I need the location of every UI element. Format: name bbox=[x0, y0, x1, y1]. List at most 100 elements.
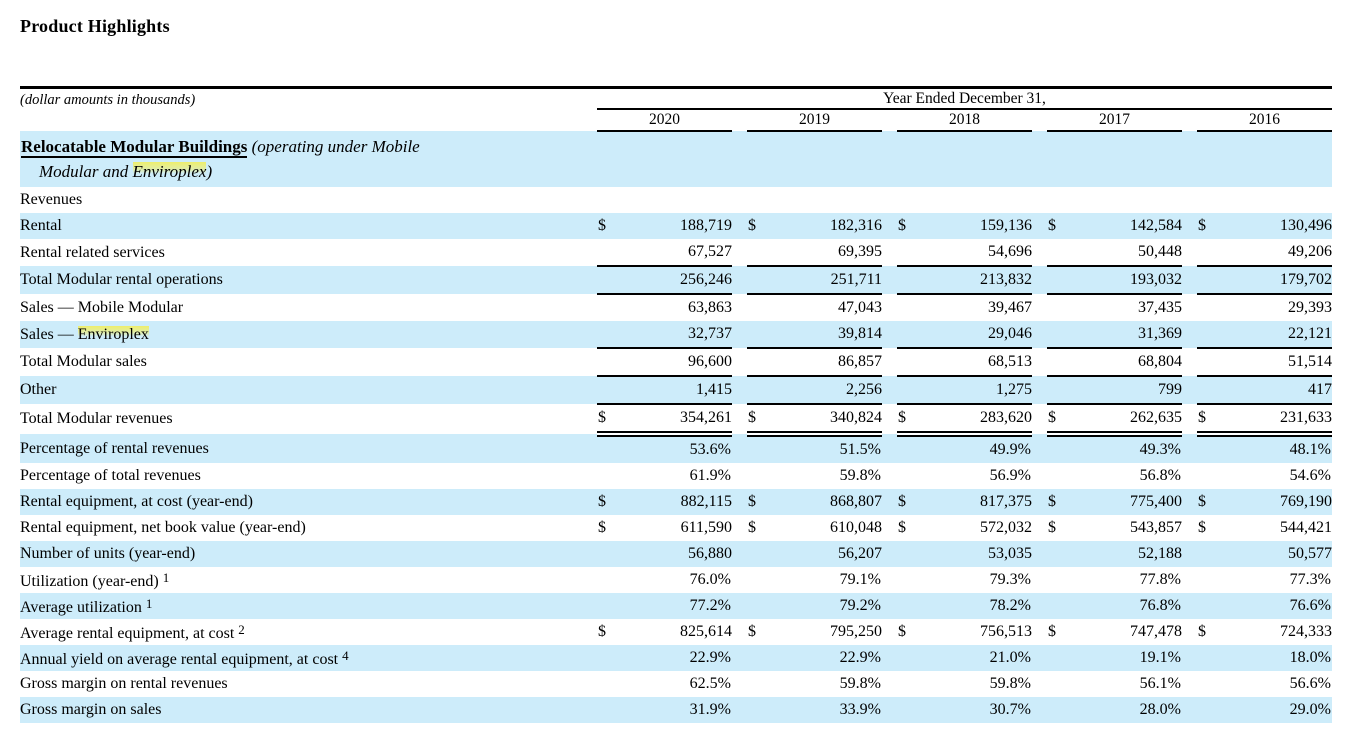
value-cell: 799 bbox=[1047, 376, 1182, 405]
value-text: 882,115 bbox=[680, 493, 732, 510]
section-title-cell: Relocatable Modular Buildings (operating… bbox=[20, 131, 1332, 187]
value-text: 795,250 bbox=[830, 623, 882, 640]
value-text: 130,496 bbox=[1280, 217, 1332, 234]
value-cell: 28.0% bbox=[1047, 697, 1182, 723]
value-cell: $769,190 bbox=[1197, 489, 1332, 515]
value-text: 49.3% bbox=[1139, 441, 1181, 458]
column-gap bbox=[1182, 376, 1197, 404]
column-gap bbox=[882, 376, 897, 404]
value-cell: 54.6% bbox=[1197, 463, 1332, 489]
value-cell: 68,804 bbox=[1047, 348, 1182, 377]
dollar-sign: $ bbox=[748, 217, 756, 234]
column-gap bbox=[1182, 697, 1197, 723]
value-cell: 54,696 bbox=[897, 239, 1032, 267]
value-text: 22.9% bbox=[839, 649, 881, 666]
value-cell: 59.8% bbox=[747, 671, 882, 697]
column-gap bbox=[1032, 515, 1047, 541]
value-cell: $572,032 bbox=[897, 515, 1032, 541]
value-text: 2,256 bbox=[846, 381, 882, 398]
value-text: 28.0% bbox=[1139, 701, 1181, 718]
value-text: 54.6% bbox=[1289, 467, 1331, 484]
column-gap bbox=[882, 541, 897, 567]
column-gap bbox=[732, 463, 747, 489]
value-text: 825,614 bbox=[680, 623, 732, 640]
value-text: 78.2% bbox=[989, 597, 1031, 614]
value-cell: 22.9% bbox=[747, 645, 882, 671]
dollar-sign: $ bbox=[1048, 493, 1056, 510]
value-text: 756,513 bbox=[980, 623, 1032, 640]
dollar-sign: $ bbox=[1198, 623, 1206, 640]
value-text: 56.1% bbox=[1139, 675, 1181, 692]
value-cell: 56.9% bbox=[897, 463, 1032, 489]
year-header-2018: 2018 bbox=[897, 109, 1032, 132]
column-gap bbox=[732, 376, 747, 404]
dollar-sign: $ bbox=[598, 217, 606, 234]
dollar-sign: $ bbox=[748, 409, 756, 426]
value-cell: 77.2% bbox=[597, 593, 732, 619]
row-label: Rental related services bbox=[20, 243, 165, 261]
column-gap bbox=[732, 619, 747, 645]
value-text: 544,421 bbox=[1280, 519, 1332, 536]
value-text: 193,032 bbox=[1130, 271, 1182, 288]
section-title-italic: (operating under Mobile bbox=[247, 137, 420, 156]
value-text: 188,719 bbox=[680, 217, 732, 234]
column-gap bbox=[882, 109, 897, 131]
value-cell bbox=[1047, 187, 1182, 213]
column-gap bbox=[1182, 294, 1197, 321]
value-text: 56,880 bbox=[688, 545, 732, 562]
value-cell: $543,857 bbox=[1047, 515, 1182, 541]
dollar-sign: $ bbox=[1048, 519, 1056, 536]
value-cell bbox=[747, 187, 882, 213]
column-gap bbox=[1182, 266, 1197, 294]
value-cell: $231,633 bbox=[1197, 404, 1332, 437]
section-title-italic2: Modular and bbox=[39, 162, 133, 181]
value-cell: 33.9% bbox=[747, 697, 882, 723]
value-text: 79.3% bbox=[989, 571, 1031, 588]
dollar-sign: $ bbox=[898, 519, 906, 536]
page-title: Product Highlights bbox=[20, 16, 170, 36]
value-cell: 29,046 bbox=[897, 321, 1032, 349]
value-text: 62.5% bbox=[689, 675, 731, 692]
value-cell: $817,375 bbox=[897, 489, 1032, 515]
value-cell: 31.9% bbox=[597, 697, 732, 723]
column-gap bbox=[1032, 213, 1047, 239]
value-text: 50,577 bbox=[1288, 545, 1332, 562]
footnote-ref: 4 bbox=[342, 647, 349, 663]
dollar-sign: $ bbox=[598, 409, 606, 426]
value-text: 611,590 bbox=[680, 519, 732, 536]
value-cell: $340,824 bbox=[747, 404, 882, 437]
value-cell: 29.0% bbox=[1197, 697, 1332, 723]
value-text: 340,824 bbox=[830, 409, 882, 426]
dollar-sign: $ bbox=[1048, 409, 1056, 426]
value-text: 775,400 bbox=[1130, 493, 1182, 510]
column-gap bbox=[882, 593, 897, 619]
dollar-sign: $ bbox=[898, 409, 906, 426]
value-text: 159,136 bbox=[980, 217, 1032, 234]
column-gap bbox=[1032, 434, 1047, 463]
table-row: Rental equipment, net book value (year-e… bbox=[20, 515, 1332, 541]
row-label: Average rental equipment, at cost 2 bbox=[20, 621, 245, 642]
value-text: 1,275 bbox=[996, 381, 1032, 398]
table-row: Total Modular rental operations 256,246 25… bbox=[20, 266, 1332, 295]
value-cell: $868,807 bbox=[747, 489, 882, 515]
column-gap bbox=[1182, 619, 1197, 645]
column-gap bbox=[1032, 645, 1047, 671]
value-text: 37,435 bbox=[1138, 299, 1182, 316]
dollar-sign: $ bbox=[1048, 217, 1056, 234]
value-cell: 256,246 bbox=[597, 266, 732, 295]
value-text: 251,711 bbox=[830, 271, 882, 288]
column-gap bbox=[1182, 213, 1197, 239]
column-gap bbox=[1182, 187, 1197, 213]
value-text: 29.0% bbox=[1289, 701, 1331, 718]
row-label: Percentage of total revenues bbox=[20, 467, 201, 484]
value-cell: 37,435 bbox=[1047, 294, 1182, 321]
dollar-sign: $ bbox=[1198, 519, 1206, 536]
value-cell: 50,448 bbox=[1047, 239, 1182, 267]
section-header-row: Relocatable Modular Buildings (operating… bbox=[20, 131, 1332, 187]
dollar-sign: $ bbox=[1198, 409, 1206, 426]
value-text: 799 bbox=[1158, 381, 1182, 398]
column-gap bbox=[732, 266, 747, 294]
value-cell: 50,577 bbox=[1197, 541, 1332, 567]
value-text: 29,393 bbox=[1288, 299, 1332, 316]
value-text: 49.9% bbox=[989, 441, 1031, 458]
